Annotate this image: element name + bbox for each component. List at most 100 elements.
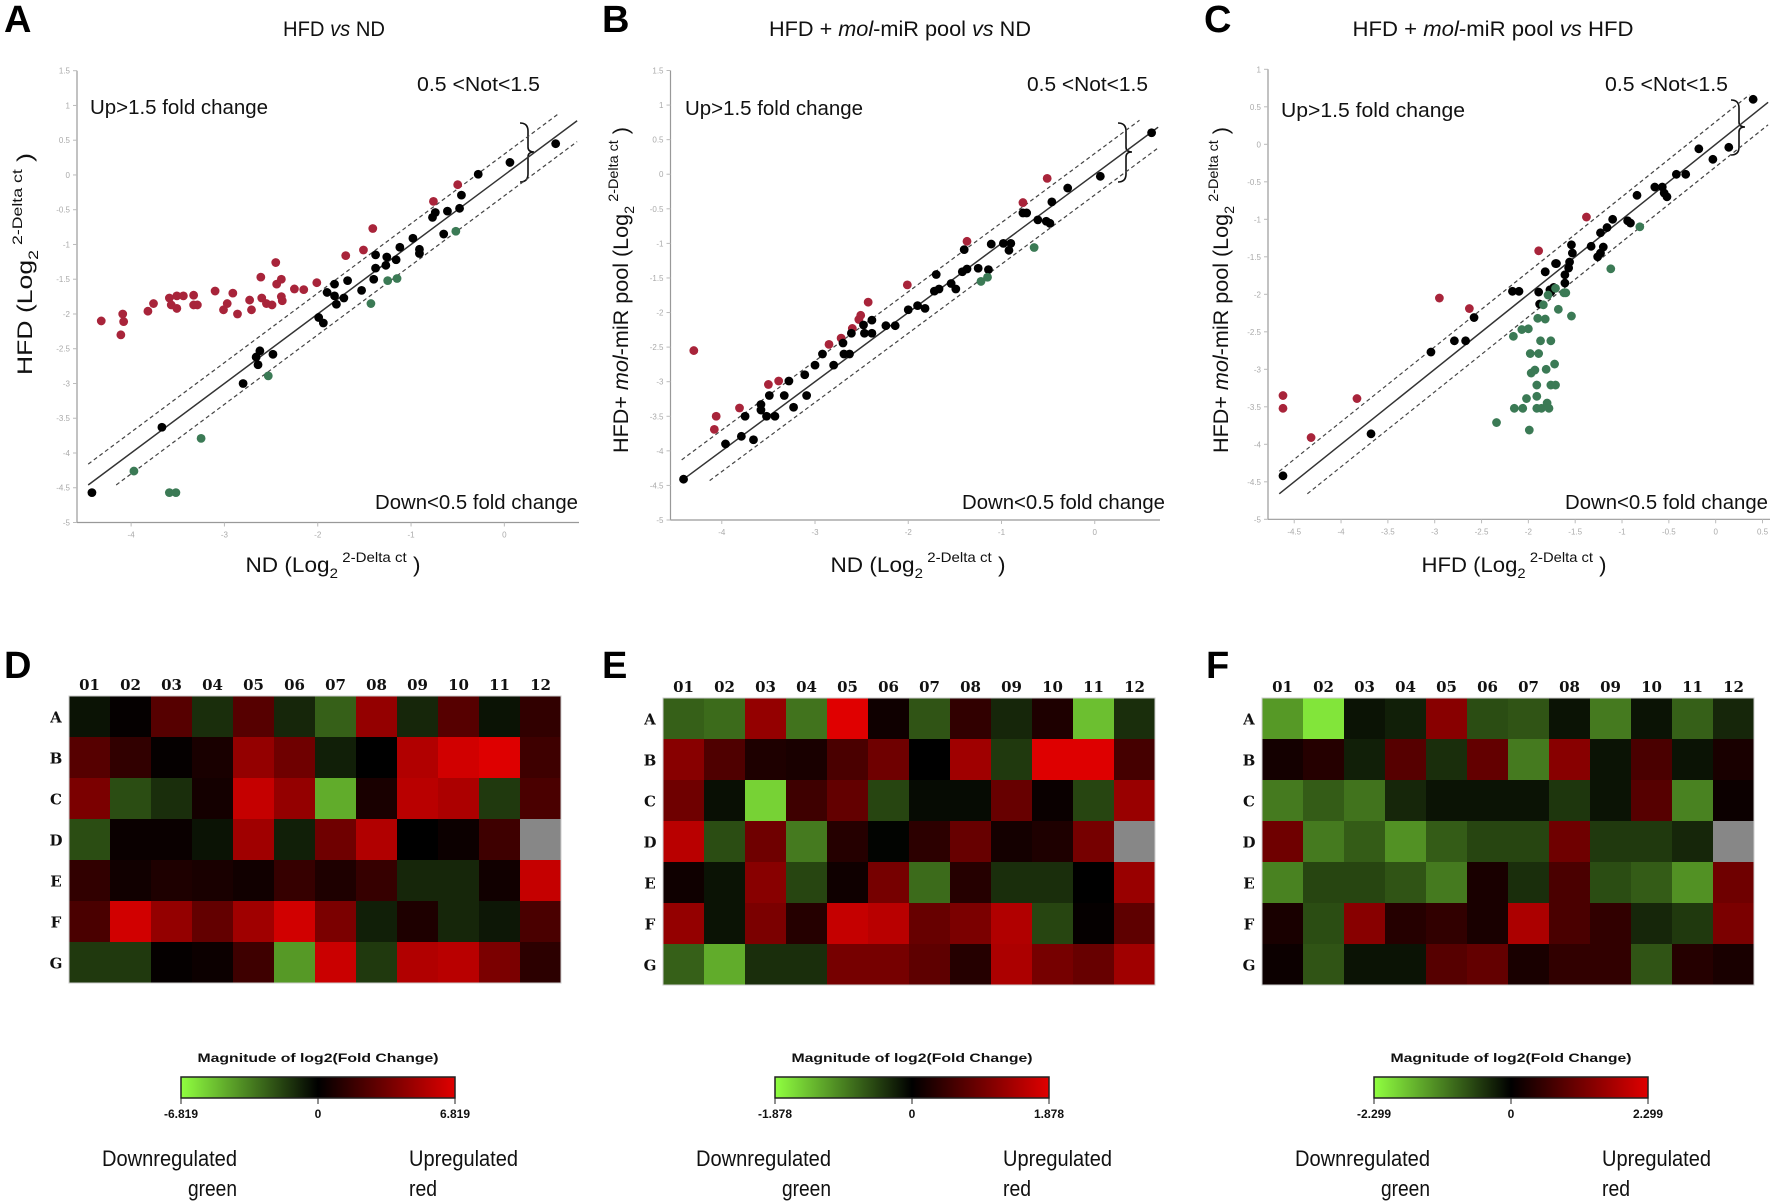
heatmap-cell-A08: [950, 698, 992, 740]
heatmap-panel-e: 01 02 03 04 05 06 07 08 09 10 11 12 A B C D E F G Magnitude…: [643, 678, 1156, 1201]
heatmap-cell-E01: [69, 860, 111, 902]
data-point-not: [1602, 223, 1612, 232]
data-point-not: [1045, 218, 1055, 228]
heatmap-cell-D10: [1631, 821, 1673, 863]
data-point-not: [1671, 169, 1681, 179]
data-point-down: [129, 466, 139, 476]
heatmap-cell-F08: [950, 903, 992, 945]
row-header: D: [1242, 834, 1255, 852]
heatmap-panel-f: 01 02 03 04 05 06 07 08 09 10 11 12 A B C D E F G Magnitude…: [1242, 678, 1755, 1201]
heatmap-cell-A10: [1032, 698, 1074, 740]
data-point-not: [845, 349, 854, 359]
data-point-not: [881, 321, 891, 331]
heatmap-cell-A05: [827, 698, 869, 740]
heatmap-cell-C09: [1590, 780, 1632, 822]
column-header: 05: [243, 676, 264, 694]
data-point-up: [143, 306, 153, 316]
heatmap-cell-G03: [151, 942, 193, 984]
heatmap-cell-E05: [1426, 862, 1468, 904]
panel-b-up-annotation: Up>1.5 fold change: [685, 98, 863, 120]
data-point-up: [1042, 173, 1052, 183]
data-point-up: [210, 286, 220, 296]
heatmap-cell-D06: [274, 819, 316, 861]
column-header: 02: [120, 676, 141, 694]
column-header: 01: [79, 676, 100, 694]
panel-letter-f: F: [1206, 645, 1229, 687]
data-point-up: [1534, 246, 1544, 256]
data-point-down: [983, 272, 992, 282]
y-tick-label: -1: [1254, 215, 1262, 224]
colorbar-title: Magnitude of log2(Fold Change): [1391, 1051, 1632, 1065]
heatmap-cell-E03: [1344, 862, 1386, 904]
data-point-not: [986, 239, 996, 249]
heatmaps: 01 02 03 04 05 06 07 08 09 10 11 12 A B C D E F G Magnitude…: [49, 676, 1755, 1201]
heatmap-cell-C08: [950, 780, 992, 822]
data-point-down: [1551, 380, 1560, 390]
heatmap-cell-C08: [1549, 780, 1591, 822]
upregulated-label: Upregulated: [1003, 1146, 1112, 1171]
panel-a-brace-icon: [519, 122, 535, 183]
heatmap-cell-B04: [1385, 739, 1427, 781]
heatmap-cell-F06: [868, 903, 910, 945]
heatmap-cell-A06: [868, 698, 910, 740]
heatmap-cell-G01: [1262, 944, 1304, 986]
upregulated-color-label: red: [1602, 1176, 1630, 1201]
y-tick-label: -2.5: [650, 343, 664, 352]
heatmap-cell-F05: [233, 901, 275, 943]
panel-a-down-annotation: Down<0.5 fold change: [375, 492, 578, 514]
heatmap-cell-C01: [1262, 780, 1304, 822]
row-header: F: [51, 914, 62, 932]
heatmap-cell-B04: [192, 737, 234, 779]
y-tick-label: 1: [66, 101, 71, 110]
heatmap-cell-D03: [151, 819, 193, 861]
panel-a-not-annotation: 0.5 <Not<1.5: [417, 74, 540, 96]
heatmap-cell-G09: [397, 942, 439, 984]
x-tick-label: 0.5: [1757, 527, 1769, 536]
heatmap-cell-D02: [110, 819, 152, 861]
heatmap-cell-F01: [663, 903, 705, 945]
heatmap-cell-E12: [1114, 862, 1156, 904]
heatmap-cell-C12: [1713, 780, 1755, 822]
data-point-not: [838, 338, 848, 348]
data-point-not: [818, 349, 827, 359]
data-point-not: [810, 360, 820, 370]
heatmap-cell-D03: [745, 821, 787, 863]
panel-c-x-axis-label: HFD (Log 22-Delta ct ): [1422, 549, 1607, 581]
y-tick-label: 0: [66, 171, 71, 180]
heatmap-cell-C12: [520, 778, 562, 820]
heatmap-cell-E11: [1073, 862, 1115, 904]
data-point-up: [119, 317, 129, 327]
heatmap-cell-E08: [356, 860, 398, 902]
data-point-not: [913, 301, 922, 311]
heatmap-cell-C05: [1426, 780, 1468, 822]
heatmap-cell-D05: [1426, 821, 1468, 863]
downregulated-color-label: green: [1381, 1176, 1430, 1201]
y-tick-label: -5: [63, 519, 71, 528]
data-point-not: [890, 321, 900, 331]
heatmap-cell-B08: [950, 739, 992, 781]
data-point-up: [1464, 304, 1474, 313]
data-point-down: [1537, 403, 1546, 413]
row-header: A: [1242, 711, 1255, 729]
heatmap-cell-A02: [1303, 698, 1345, 740]
heatmap-cell-A03: [745, 698, 787, 740]
heatmap-cell-F05: [1426, 903, 1468, 945]
data-point-down: [1508, 331, 1518, 341]
heatmap-cell-G07: [315, 942, 357, 984]
heatmap-cell-G02: [110, 942, 152, 984]
heatmap-cell-C04: [1385, 780, 1427, 822]
data-point-up: [1582, 212, 1591, 222]
data-point-not: [1006, 238, 1016, 248]
heatmap-cell-D06: [1467, 821, 1509, 863]
data-point-up: [276, 274, 286, 284]
data-point-not: [679, 474, 688, 484]
x-tick-label: -0.5: [1662, 527, 1676, 536]
heatmap-cell-E10: [1631, 862, 1673, 904]
data-point-down: [1544, 403, 1554, 413]
heatmap-cell-F02: [704, 903, 746, 945]
heatmap-cell-F03: [151, 901, 193, 943]
heatmap-cell-A01: [69, 696, 111, 738]
data-point-not: [1632, 190, 1642, 200]
data-point-down: [1522, 394, 1531, 403]
colorbar-tick-label: 0: [909, 1107, 916, 1121]
